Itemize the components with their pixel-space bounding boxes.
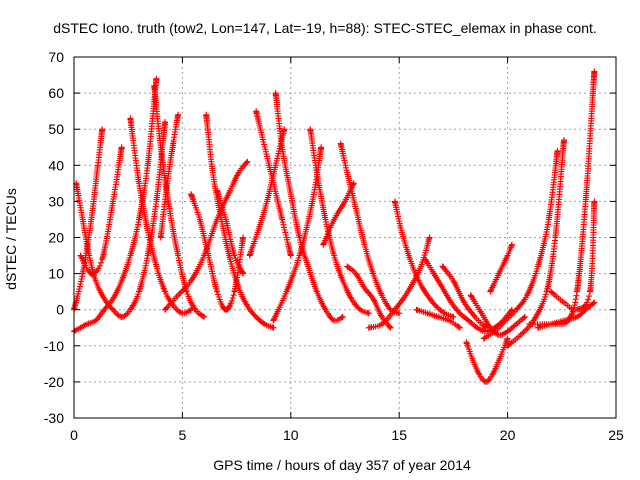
- series-arc-12: [272, 90, 346, 324]
- series-arc-16: [270, 144, 325, 324]
- series-arc-14: [253, 108, 294, 259]
- data-markers: [77, 144, 125, 277]
- series-arc-30: [439, 263, 489, 331]
- x-tick-label: 20: [500, 427, 516, 443]
- y-tick-label: 60: [48, 85, 64, 101]
- data-markers: [365, 234, 433, 331]
- data-markers: [526, 68, 598, 328]
- series-arc-18: [320, 180, 357, 248]
- series-arc-1: [71, 75, 160, 335]
- data-markers: [480, 147, 561, 342]
- data-markers: [71, 75, 160, 335]
- data-markers: [162, 158, 251, 313]
- data-markers: [127, 115, 195, 317]
- axis-ticks: 0 5 10 15 20 25 -30 -20 -10 0 10 20 30 40 50 60 70: [44, 49, 624, 443]
- data-markers: [548, 198, 598, 313]
- series-arc-25: [480, 147, 561, 342]
- series-arc-23: [463, 335, 511, 385]
- series-arc-4: [77, 144, 125, 277]
- y-tick-label: 40: [48, 157, 64, 173]
- series-arc-28: [548, 198, 598, 313]
- data-points: [71, 68, 598, 385]
- y-axis-label: dSTEC / TECUs: [3, 188, 19, 290]
- data-markers: [320, 180, 357, 248]
- data-markers: [253, 108, 294, 259]
- x-axis-label: GPS time / hours of day 357 of year 2014: [213, 457, 471, 473]
- data-markers: [246, 126, 288, 259]
- data-markers: [487, 241, 515, 295]
- series-arc-11: [214, 187, 247, 277]
- series-arc-21: [365, 234, 433, 331]
- data-markers: [439, 263, 489, 331]
- data-markers: [272, 90, 346, 324]
- y-tick-label: 10: [48, 266, 64, 282]
- data-markers: [467, 292, 528, 338]
- data-markers: [413, 306, 463, 331]
- series-arc-24: [467, 292, 528, 338]
- y-tick-label: 70: [48, 49, 64, 65]
- series-arc-26: [504, 137, 567, 349]
- series-arc-7: [157, 111, 182, 241]
- y-tick-label: 50: [48, 121, 64, 137]
- series-arc-32: [413, 306, 463, 331]
- series-arc-31: [487, 241, 515, 295]
- y-tick-label: -10: [44, 338, 64, 354]
- y-tick-label: -30: [44, 410, 64, 426]
- data-markers: [214, 187, 247, 277]
- series-arc-17: [337, 140, 403, 317]
- data-markers: [337, 140, 403, 317]
- series-arc-10: [162, 158, 251, 313]
- data-markers: [463, 335, 511, 385]
- series-arc-27: [526, 68, 598, 328]
- x-tick-label: 10: [283, 427, 299, 443]
- y-tick-label: -20: [44, 374, 64, 390]
- x-tick-label: 15: [391, 427, 407, 443]
- series-arc-29: [535, 299, 598, 331]
- y-tick-label: 30: [48, 193, 64, 209]
- y-tick-label: 20: [48, 230, 64, 246]
- x-tick-label: 0: [70, 427, 78, 443]
- data-markers: [157, 111, 182, 241]
- data-markers: [504, 137, 567, 349]
- series-arc-5: [127, 115, 195, 317]
- data-markers: [270, 144, 325, 324]
- chart-title: dSTEC Iono. truth (tow2, Lon=147, Lat=-1…: [53, 20, 597, 36]
- x-tick-label: 5: [179, 427, 187, 443]
- series-arc-13: [246, 126, 288, 259]
- data-markers: [535, 299, 598, 331]
- x-tick-label: 25: [608, 427, 624, 443]
- y-tick-label: 0: [56, 302, 64, 318]
